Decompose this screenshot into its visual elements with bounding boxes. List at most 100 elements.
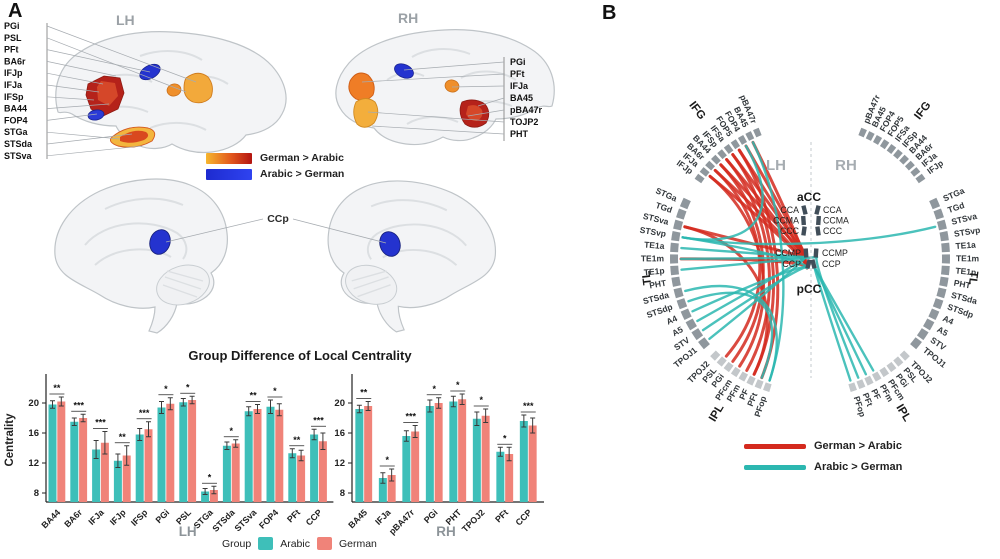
- svg-text:12: 12: [28, 458, 39, 469]
- svg-text:*: *: [456, 380, 460, 390]
- legend-label: Arabic > German: [260, 168, 345, 180]
- connectogram-circos-plot: pBA47rBA45FOP4FOP5IFSaIFSpBA44BA6rIFJaIF…: [639, 93, 981, 424]
- svg-text:***: ***: [523, 401, 534, 411]
- svg-text:A4: A4: [665, 313, 679, 327]
- svg-text:PFt: PFt: [861, 391, 875, 408]
- svg-text:TL: TL: [640, 270, 654, 285]
- legend-label: Arabic > German: [814, 461, 903, 473]
- svg-text:BA45: BA45: [510, 93, 533, 103]
- svg-text:IFSp: IFSp: [129, 507, 150, 528]
- arabic-legend-label: Arabic: [280, 537, 310, 550]
- chart-legend-title: Group: [222, 537, 252, 550]
- arabic-color-swatch: [258, 537, 274, 550]
- svg-text:IFG: IFG: [912, 99, 933, 122]
- legend-label: German > Arabic: [814, 440, 902, 452]
- svg-text:IFG: IFG: [686, 100, 707, 123]
- panel-b-label: B: [602, 2, 617, 24]
- svg-text:TE1p: TE1p: [955, 266, 977, 278]
- svg-text:A4: A4: [941, 313, 955, 327]
- svg-text:BA45: BA45: [346, 507, 369, 530]
- brain-maps-figure: PGiPSLPFtBA6rIFJpIFJaIFSpBA44FOP4STGaSTS…: [4, 21, 555, 334]
- svg-text:LH: LH: [179, 524, 197, 539]
- svg-text:TOJP2: TOJP2: [510, 117, 538, 127]
- region-label-annotations: PGiPSLPFtBA6rIFJpIFJaIFSpBA44FOP4STGaSTS…: [4, 21, 543, 244]
- chart-legend: Group Arabic German: [222, 537, 377, 550]
- svg-text:PHT: PHT: [953, 278, 972, 291]
- legend-label: German > Arabic: [260, 152, 344, 164]
- svg-text:***: ***: [405, 412, 416, 422]
- svg-text:20: 20: [334, 398, 345, 409]
- svg-text:Centrality: Centrality: [4, 413, 16, 467]
- svg-text:IFSp: IFSp: [4, 92, 24, 102]
- svg-text:PHT: PHT: [510, 129, 529, 139]
- blue-gradient-swatch: [206, 168, 252, 180]
- svg-text:***: ***: [313, 415, 324, 425]
- svg-text:CCMP: CCMP: [775, 248, 801, 258]
- panel-a-label: A: [8, 0, 23, 22]
- svg-text:TE1p: TE1p: [643, 266, 665, 278]
- svg-text:FOP4: FOP4: [257, 507, 280, 530]
- svg-text:PF: PF: [737, 387, 751, 401]
- svg-text:PGi: PGi: [510, 57, 526, 67]
- svg-text:**: **: [293, 435, 301, 445]
- svg-text:CCMP: CCMP: [822, 248, 848, 258]
- svg-text:TE1m: TE1m: [641, 253, 665, 263]
- svg-text:STSvp: STSvp: [953, 225, 981, 239]
- svg-text:A5: A5: [935, 324, 950, 338]
- circos-ring: pBA47rBA45FOP4FOP5IFSaIFSpBA44BA6rIFJaIF…: [639, 93, 981, 424]
- svg-text:IPL: IPL: [893, 402, 913, 424]
- legend-row-arabic-gt-german: Arabic > German: [744, 461, 902, 473]
- svg-text:12: 12: [334, 458, 345, 469]
- svg-text:BA6r: BA6r: [4, 56, 26, 66]
- svg-text:*: *: [385, 455, 389, 465]
- svg-text:IFJa: IFJa: [86, 507, 106, 527]
- lh-ccp-region: [149, 229, 171, 255]
- svg-text:IFJa: IFJa: [4, 80, 23, 90]
- svg-text:20: 20: [28, 398, 39, 409]
- svg-text:**: **: [250, 391, 258, 401]
- svg-text:TL: TL: [966, 270, 980, 285]
- svg-text:PGi: PGi: [4, 21, 20, 31]
- svg-text:*: *: [230, 426, 234, 436]
- svg-text:16: 16: [28, 428, 39, 439]
- german-color-swatch: [316, 537, 332, 550]
- svg-text:FOP4: FOP4: [4, 115, 28, 125]
- svg-text:STSda: STSda: [210, 507, 237, 534]
- svg-text:CCP: CCP: [822, 259, 841, 269]
- chart-title: Group Difference of Local Centrality: [188, 348, 412, 363]
- svg-text:BA6r: BA6r: [62, 507, 84, 529]
- red-chord-swatch: [744, 443, 806, 449]
- lh-lateral-brain-illustration: [55, 31, 287, 154]
- svg-text:CCP: CCP: [304, 507, 324, 527]
- svg-text:8: 8: [34, 488, 39, 499]
- svg-text:*: *: [273, 386, 277, 396]
- svg-text:TE1m: TE1m: [956, 253, 980, 263]
- svg-text:*: *: [164, 384, 168, 394]
- group-difference-bar-chart: Centrality8121620**BA44***BA6r***IFJa**I…: [4, 374, 544, 539]
- svg-text:pBA47r: pBA47r: [510, 105, 543, 115]
- svg-text:PFt: PFt: [493, 507, 510, 524]
- svg-text:PF: PF: [869, 387, 883, 401]
- legend-row-german-gt-arabic: German > Arabic: [206, 152, 344, 164]
- svg-text:STSda: STSda: [4, 139, 33, 149]
- svg-text:16: 16: [334, 428, 345, 439]
- lh-medial-brain-illustration: [54, 178, 228, 334]
- svg-text:*: *: [208, 472, 212, 482]
- svg-text:PFt: PFt: [745, 391, 759, 408]
- german-legend-label: German: [338, 537, 377, 550]
- svg-text:LH: LH: [766, 157, 786, 174]
- svg-text:PGi: PGi: [422, 507, 440, 525]
- svg-text:CCP: CCP: [782, 259, 801, 269]
- svg-text:**: **: [53, 383, 61, 393]
- svg-text:***: ***: [139, 408, 150, 418]
- rh-ccp-region: [379, 231, 401, 257]
- svg-text:pCC: pCC: [797, 282, 822, 296]
- svg-text:CCC: CCC: [823, 226, 843, 236]
- svg-text:STSva: STSva: [232, 507, 258, 533]
- rh-medial-brain-illustration: [327, 180, 496, 333]
- svg-text:IFJp: IFJp: [4, 68, 23, 78]
- svg-text:***: ***: [73, 400, 84, 410]
- svg-text:PGi: PGi: [154, 507, 172, 525]
- svg-text:aCC: aCC: [797, 190, 821, 204]
